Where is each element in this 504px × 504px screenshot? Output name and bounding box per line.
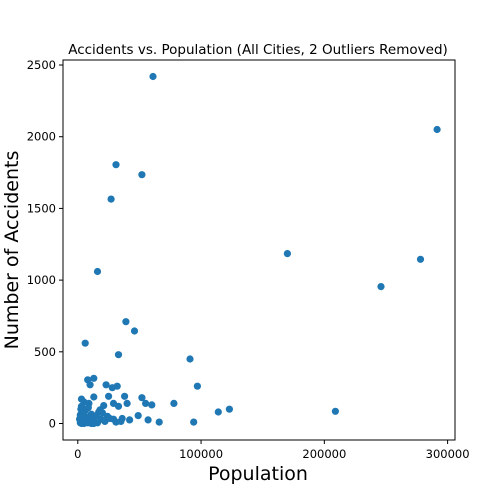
data-point-3 bbox=[138, 171, 146, 179]
data-point-38 bbox=[214, 408, 222, 416]
data-point-13 bbox=[186, 355, 194, 363]
data-point-21 bbox=[105, 392, 113, 400]
x-axis-label: Population bbox=[208, 463, 308, 485]
data-point-4 bbox=[107, 195, 115, 203]
x-tick-label-0: 0 bbox=[74, 447, 81, 461]
data-point-76 bbox=[84, 404, 92, 412]
data-point-14 bbox=[90, 374, 98, 382]
y-tick-label-4: 2000 bbox=[27, 130, 56, 144]
data-point-17 bbox=[102, 381, 110, 389]
data-point-20 bbox=[193, 382, 201, 390]
data-point-19 bbox=[108, 384, 116, 392]
data-point-30 bbox=[142, 399, 150, 407]
data-point-29 bbox=[123, 399, 131, 407]
x-tick-label-3: 300000 bbox=[426, 447, 470, 461]
x-axis-ticks: 0 100000 200000 300000 bbox=[74, 440, 470, 461]
data-point-6 bbox=[416, 255, 425, 263]
y-tick-label-5: 2500 bbox=[27, 58, 56, 72]
y-axis-label: Number of Accidents bbox=[1, 151, 23, 350]
data-point-35 bbox=[114, 402, 123, 410]
y-tick-label-2: 1000 bbox=[27, 273, 56, 287]
data-point-2 bbox=[112, 161, 120, 169]
data-point-12 bbox=[114, 351, 123, 359]
y-tick-label-0: 0 bbox=[49, 417, 56, 431]
y-axis-ticks: 0 500 1000 1500 2000 2500 bbox=[27, 58, 63, 431]
data-point-24 bbox=[138, 394, 146, 402]
data-point-78 bbox=[106, 414, 114, 423]
data-point-54 bbox=[126, 416, 134, 424]
x-tick-label-2: 200000 bbox=[302, 447, 346, 461]
data-point-9 bbox=[122, 318, 130, 326]
data-point-62 bbox=[155, 418, 163, 426]
data-point-22 bbox=[90, 393, 98, 401]
data-point-16 bbox=[86, 381, 94, 389]
data-point-79 bbox=[117, 417, 125, 425]
data-point-1 bbox=[433, 125, 441, 134]
data-point-77 bbox=[96, 406, 104, 414]
x-tick-label-1: 100000 bbox=[179, 447, 223, 461]
data-point-47 bbox=[134, 412, 142, 420]
data-point-11 bbox=[81, 339, 89, 347]
data-point-63 bbox=[190, 418, 198, 426]
y-tick-label-1: 500 bbox=[34, 345, 56, 359]
data-point-74 bbox=[76, 415, 84, 423]
data-points bbox=[76, 72, 441, 428]
data-point-75 bbox=[79, 409, 87, 418]
chart-title: Accidents vs. Population (All Cities, 2 … bbox=[68, 42, 448, 58]
data-point-31 bbox=[148, 401, 156, 409]
data-point-32 bbox=[170, 399, 178, 407]
data-point-8 bbox=[377, 283, 385, 291]
data-point-7 bbox=[93, 267, 102, 276]
data-point-73 bbox=[90, 419, 98, 428]
data-point-55 bbox=[144, 416, 152, 424]
y-tick-label-3: 1500 bbox=[27, 201, 56, 215]
data-point-36 bbox=[225, 405, 233, 413]
data-point-23 bbox=[121, 392, 129, 400]
data-point-39 bbox=[331, 407, 339, 415]
plot-frame bbox=[62, 59, 456, 441]
data-point-10 bbox=[130, 327, 139, 335]
data-point-0 bbox=[149, 72, 157, 81]
data-point-5 bbox=[283, 250, 291, 258]
